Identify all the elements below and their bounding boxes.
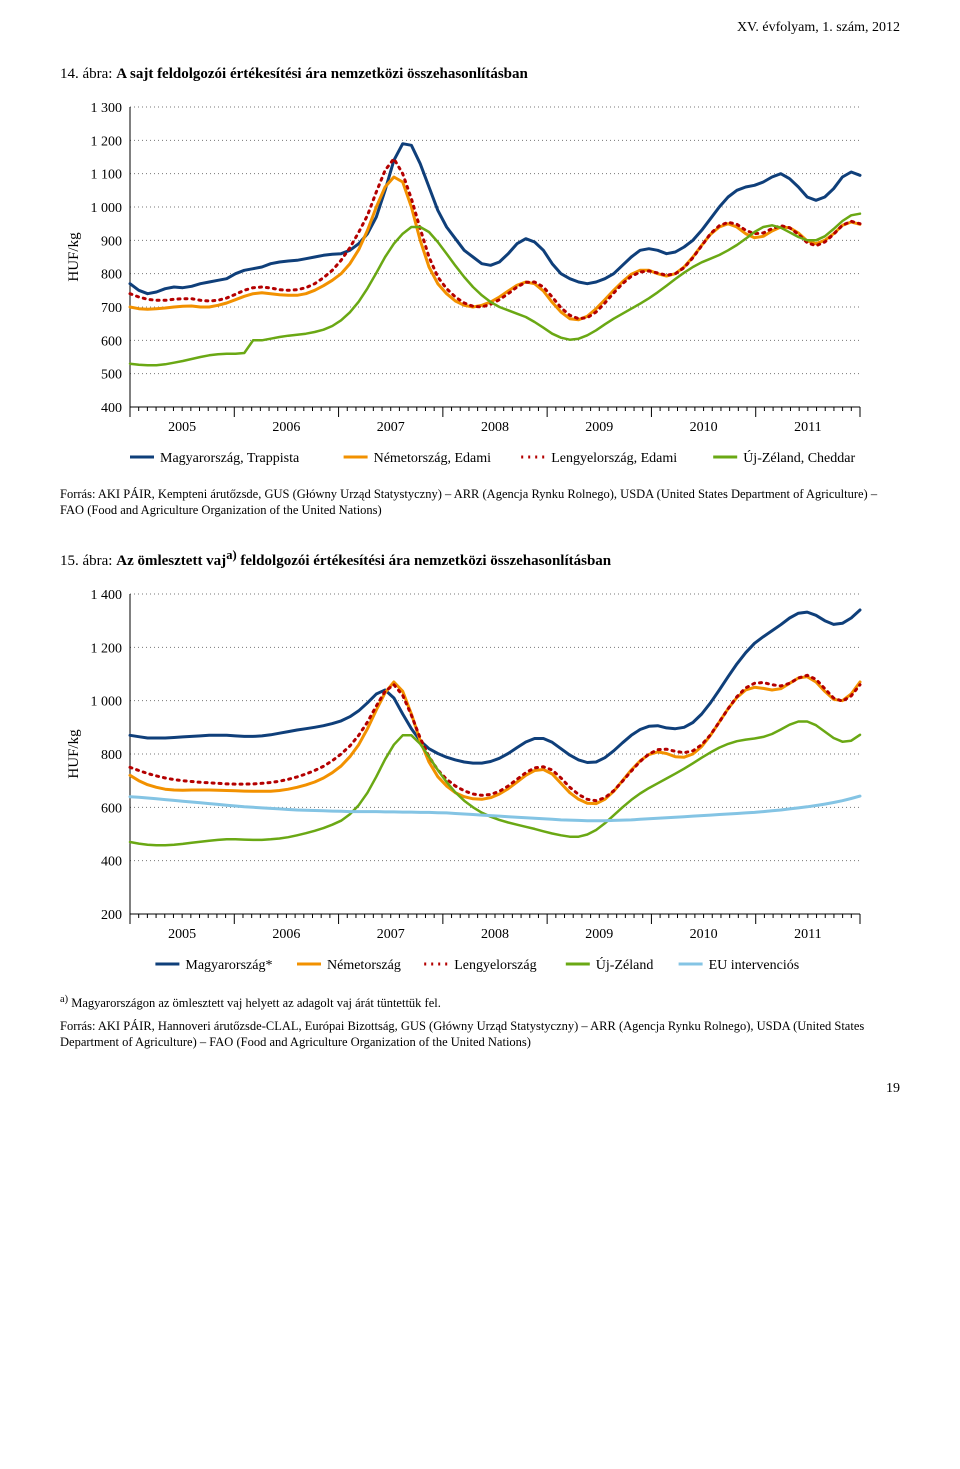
svg-text:700: 700 [101,301,122,316]
svg-text:500: 500 [101,368,122,383]
svg-text:Lengyelország, Edami: Lengyelország, Edami [551,451,677,466]
svg-text:Magyarország*: Magyarország* [185,958,272,973]
figure15-title-bold: Az ömlesztett vaja) feldolgozói értékesí… [116,553,611,569]
svg-text:Új-Zéland: Új-Zéland [596,956,654,973]
figure15-chart: 200 400 600 800 1 000 1 200 1 400 2005 2006 2007 2… [60,584,880,984]
svg-text:2011: 2011 [794,927,821,942]
svg-text:2008: 2008 [481,927,509,942]
page-number: 19 [60,1081,900,1097]
svg-text:2010: 2010 [690,927,718,942]
figure15-source: Forrás: AKI PÁIR, Hannoveri árutőzsde-CL… [60,1019,900,1050]
svg-text:2007: 2007 [377,927,405,942]
figure14-source: Forrás: AKI PÁIR, Kempteni árutőzsde, GU… [60,487,900,518]
svg-text:1 300: 1 300 [91,101,123,116]
figure15-title: 15. ábra: Az ömlesztett vaja) feldolgozó… [60,548,900,570]
svg-text:800: 800 [101,268,122,283]
svg-text:HUF/kg: HUF/kg [66,729,82,779]
svg-text:2005: 2005 [168,927,196,942]
svg-text:2011: 2011 [794,420,821,435]
svg-text:1 100: 1 100 [91,168,123,183]
svg-text:Új-Zéland, Cheddar: Új-Zéland, Cheddar [743,449,855,466]
svg-text:2006: 2006 [272,420,300,435]
figure15-footnote-text: Magyarországon az ömlesztett vaj helyett… [71,996,441,1010]
svg-text:2009: 2009 [585,927,613,942]
svg-text:900: 900 [101,234,122,249]
svg-text:2010: 2010 [690,420,718,435]
svg-text:600: 600 [101,334,122,349]
figure15-footnote: a) Magyarországon az ömlesztett vaj hely… [60,994,900,1011]
svg-text:Lengyelország: Lengyelország [454,958,536,973]
svg-text:2006: 2006 [272,927,300,942]
svg-text:800: 800 [101,748,122,763]
svg-text:2009: 2009 [585,420,613,435]
figure14-title-bold: A sajt feldolgozói értékesítési ára nemz… [116,66,528,82]
svg-text:400: 400 [101,401,122,416]
journal-header: XV. évfolyam, 1. szám, 2012 [60,20,900,36]
svg-text:2008: 2008 [481,420,509,435]
svg-text:1 200: 1 200 [91,642,123,657]
svg-text:Németország, Edami: Németország, Edami [374,451,492,466]
svg-text:Németország: Németország [327,958,401,973]
svg-text:400: 400 [101,855,122,870]
svg-text:200: 200 [101,908,122,923]
svg-text:HUF/kg: HUF/kg [66,232,82,282]
svg-text:2007: 2007 [377,420,405,435]
svg-text:EU intervenciós: EU intervenciós [709,958,800,973]
figure14-title-prefix: 14. ábra: [60,66,116,82]
svg-text:600: 600 [101,802,122,817]
svg-text:Magyarország, Trappista: Magyarország, Trappista [160,451,300,466]
svg-text:1 000: 1 000 [91,695,123,710]
page: XV. évfolyam, 1. szám, 2012 14. ábra: A … [0,0,960,1127]
svg-text:2005: 2005 [168,420,196,435]
svg-text:1 000: 1 000 [91,201,123,216]
figure14-title: 14. ábra: A sajt feldolgozói értékesítés… [60,66,900,83]
svg-text:1 200: 1 200 [91,134,123,149]
svg-text:1 400: 1 400 [91,588,123,603]
figure15-title-prefix: 15. ábra: [60,553,116,569]
figure14-chart: 400 500 600 700 800 900 1 000 1 100 1 200 1 300 20… [60,97,880,477]
